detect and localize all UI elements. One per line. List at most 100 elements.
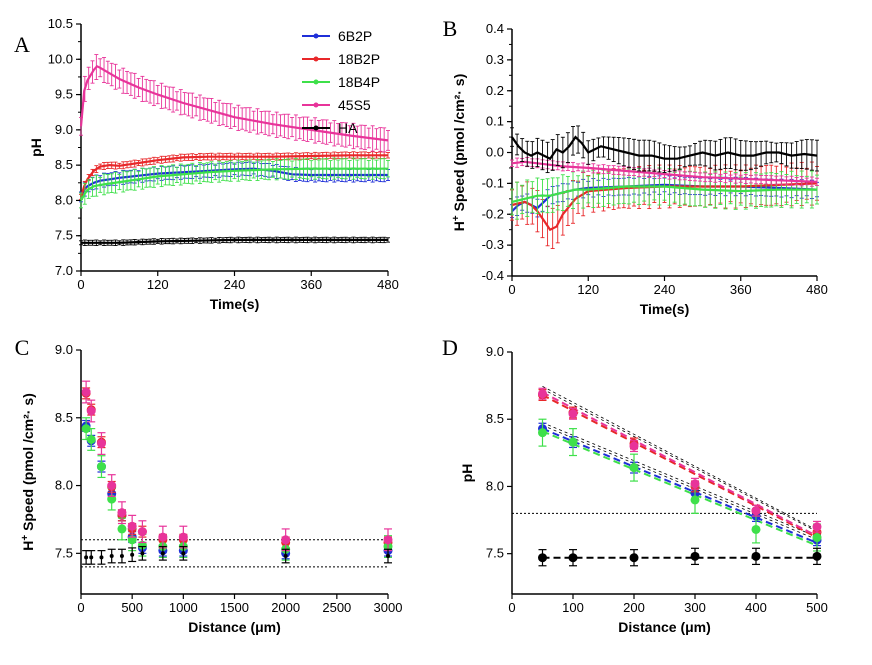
y-tick-label: 8.0 (55, 192, 73, 207)
series-line (79, 154, 388, 198)
data-point (629, 463, 639, 473)
fit-band-line (542, 422, 818, 538)
panel-label: B (443, 16, 458, 41)
y-tick-label: 8.5 (486, 411, 504, 426)
x-tick-label: 2000 (271, 600, 300, 615)
x-tick-label: 300 (684, 600, 706, 615)
data-point (86, 434, 96, 444)
panel-d: D 0 100 200 300 400 500 7.5 8.0 8.5 9.0 Distance (μ… (442, 335, 828, 635)
y-tick-label: 10.0 (48, 51, 73, 66)
data-point (181, 551, 186, 556)
x-tick-label: 360 (730, 282, 752, 297)
data-point (283, 554, 288, 559)
y-tick-label: 0.3 (486, 52, 504, 67)
legend-label-ha: HA (338, 120, 358, 136)
data-point (751, 524, 761, 534)
legend-label-45s5: 45S5 (338, 97, 371, 113)
data-point (160, 551, 165, 556)
data-point (690, 479, 700, 489)
panel-label: A (14, 32, 30, 57)
y-axis-title-part: Speed (pmol /cm²· s) (20, 393, 36, 535)
data-point (281, 535, 291, 545)
x-tick-label: 240 (224, 277, 246, 292)
y-tick-label: -0.2 (482, 206, 504, 221)
x-tick-label: 360 (300, 277, 322, 292)
fit-band-line (542, 385, 818, 531)
data-point (178, 532, 188, 542)
data-point (812, 551, 822, 561)
data-point (629, 553, 639, 563)
data-point (137, 527, 147, 537)
x-tick-label: 120 (147, 277, 169, 292)
x-tick-label: 0 (77, 600, 84, 615)
data-point (690, 495, 700, 505)
x-axis-title: Time(s) (640, 301, 690, 317)
x-tick-label: 480 (806, 282, 828, 297)
y-tick-label: -0.4 (482, 268, 504, 283)
series-ha (510, 125, 819, 174)
x-axis-title: Time(s) (210, 296, 260, 312)
y-tick-label: 0.4 (486, 21, 504, 36)
data-point (140, 551, 145, 556)
y-axis-title: pH (459, 464, 475, 483)
y-tick-label: 0.0 (486, 145, 504, 160)
data-point (109, 554, 114, 559)
series-18b4p (79, 157, 390, 209)
legend-label-6b2p: 6B2P (338, 28, 372, 44)
x-tick-label: 2500 (322, 600, 351, 615)
x-tick-label: 3000 (374, 600, 403, 615)
y-tick-label: 7.5 (55, 545, 73, 560)
y-axis-title-part: H (20, 541, 36, 551)
y-tick-label: 8.0 (55, 478, 73, 493)
x-tick-label: 100 (562, 600, 584, 615)
legend: 6B2P 18B2P 18B4P 45S5 HA (302, 28, 380, 136)
series-ha (79, 236, 390, 247)
series-18b2p (79, 151, 390, 200)
data-point (812, 522, 822, 532)
data-point (96, 439, 106, 449)
panel-label: D (442, 335, 458, 360)
y-tick-label: 7.0 (55, 263, 73, 278)
panel-label: C (15, 335, 30, 360)
y-axis-title-part: Speed (pmol /cm²· s) (451, 74, 467, 216)
series-45s5 (81, 380, 393, 552)
y-axis-title-part: + (20, 535, 31, 541)
series-line (81, 238, 388, 244)
y-tick-label: 9.0 (55, 342, 73, 357)
x-tick-label: 500 (806, 600, 828, 615)
data-point (127, 521, 137, 531)
series-line (511, 160, 818, 183)
x-tick-label: 400 (745, 600, 767, 615)
y-tick-label: 10.5 (48, 16, 73, 31)
fit-line-18b4p (542, 430, 818, 547)
data-point (117, 508, 127, 518)
data-point (383, 535, 393, 545)
legend-marker (313, 102, 319, 108)
y-tick-label: 8.0 (486, 478, 504, 493)
panel-c: C 0 500 1000 1500 2000 2500 3000 7.5 8.0 8.5 9.0 Dis… (15, 335, 403, 635)
data-point (751, 551, 761, 561)
y-axis-title-part: + (451, 215, 462, 221)
fit-band-line (542, 424, 818, 540)
series-45s5 (79, 54, 390, 153)
x-tick-label: 480 (377, 277, 399, 292)
x-tick-label: 1500 (220, 600, 249, 615)
data-point (568, 553, 578, 563)
legend-marker (313, 33, 319, 39)
data-point (812, 533, 822, 543)
x-tick-label: 1000 (169, 600, 198, 615)
legend-label-18b2p: 18B2P (338, 51, 380, 67)
data-point (86, 406, 96, 416)
legend-marker (313, 56, 319, 62)
x-tick-label: 120 (577, 282, 599, 297)
data-point (538, 428, 547, 438)
y-tick-label: 0.1 (486, 114, 504, 129)
fit-line-45s5 (542, 391, 818, 538)
data-point (538, 389, 547, 399)
series-18b4p (81, 417, 393, 561)
series-18b2p (81, 387, 393, 549)
series-45s5 (538, 387, 822, 533)
y-tick-label: 0.2 (486, 83, 504, 98)
series-line (511, 185, 817, 203)
